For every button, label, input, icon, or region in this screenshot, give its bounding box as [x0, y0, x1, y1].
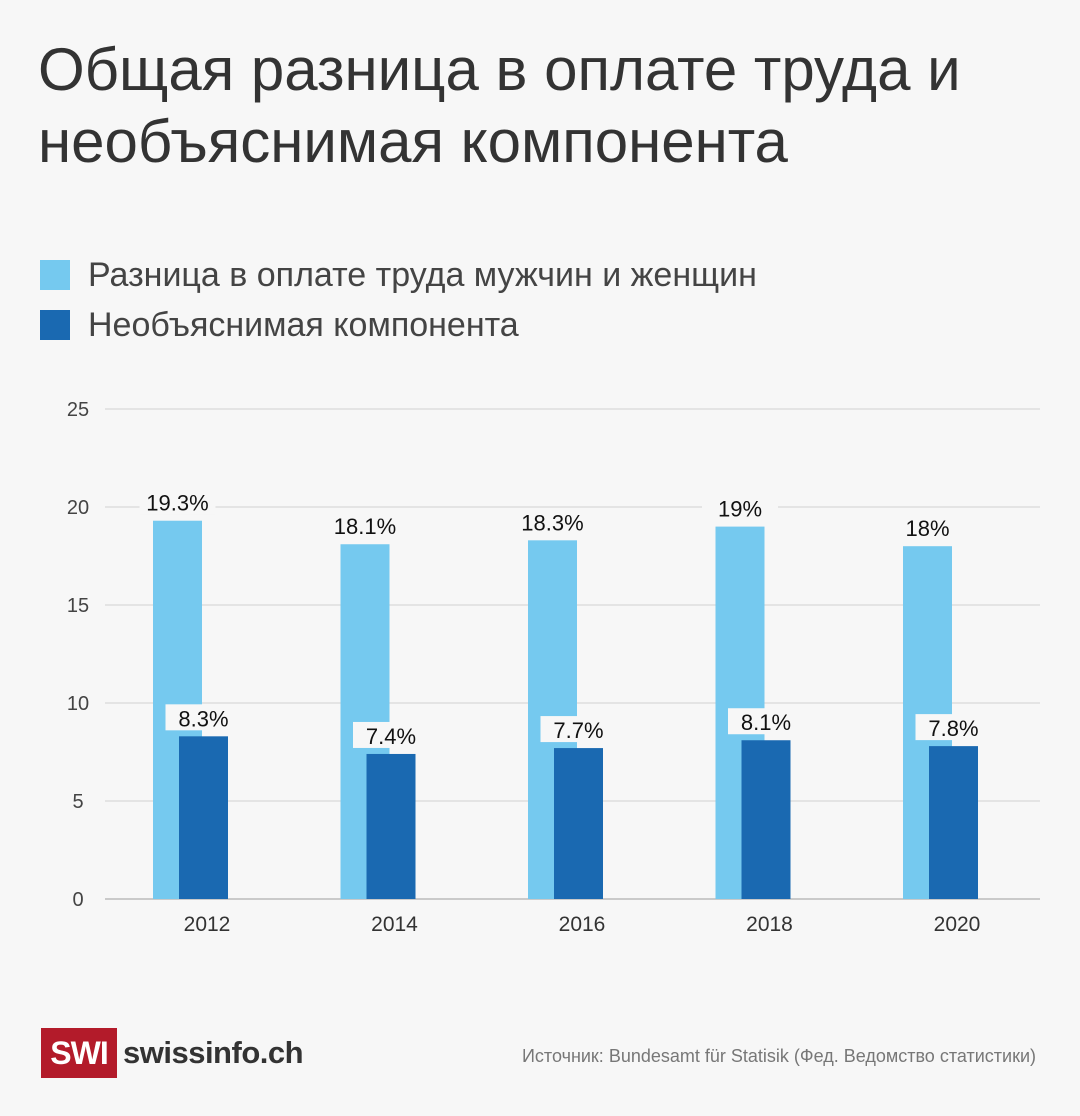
data-label: 19%: [718, 497, 762, 522]
legend-item-unexplained: Необъяснимая компонента: [40, 300, 757, 350]
legend-item-total-gap: Разница в оплате труда мужчин и женщин: [40, 250, 757, 300]
y-tick-label: 15: [67, 595, 89, 617]
legend-swatch-light: [40, 260, 70, 290]
y-tick-label: 0: [72, 889, 83, 911]
bar-chart: 0 5 10 15 20 25 19.3% 8.3% 2012 18.1% 7.4% 2014 18.3…: [67, 399, 1040, 936]
data-label: 19.3%: [146, 491, 208, 516]
data-label: 8.3%: [178, 706, 228, 731]
brand-name: swissinfo.ch: [123, 1035, 304, 1070]
bar-unexplained-2018: [741, 740, 791, 899]
data-label: 18.3%: [521, 510, 583, 535]
data-label: 7.8%: [928, 716, 978, 741]
data-label: 18%: [905, 516, 949, 541]
data-label: 7.7%: [553, 718, 603, 743]
bar-unexplained-2020: [929, 746, 978, 899]
x-tick-label: 2012: [184, 913, 231, 936]
data-label: 8.1%: [741, 710, 791, 735]
y-tick-label: 25: [67, 399, 89, 421]
legend-label: Необъяснимая компонента: [88, 305, 519, 344]
bar-unexplained-2012: [179, 736, 228, 899]
x-tick-label: 2018: [746, 913, 793, 936]
swi-logo-mark: SWI: [41, 1028, 117, 1078]
x-tick-label: 2014: [371, 913, 418, 936]
data-label-background: [353, 721, 429, 748]
bar-unexplained-2016: [554, 748, 603, 899]
legend: Разница в оплате труда мужчин и женщин Н…: [40, 250, 757, 350]
data-label-background: [514, 508, 591, 535]
legend-label: Разница в оплате труда мужчин и женщин: [88, 255, 757, 294]
data-label-background: [889, 514, 966, 541]
y-tick-label: 20: [67, 497, 89, 519]
data-label-background: [540, 716, 617, 743]
data-label-background: [702, 494, 778, 521]
x-tick-label: 2020: [934, 913, 981, 936]
y-tick-label: 10: [67, 693, 89, 715]
source-note: Источник: Bundesamt für Statisik (Фед. В…: [521, 1046, 1036, 1066]
chart-title: Общая разница в оплате труда и необъясни…: [38, 36, 961, 175]
legend-swatch-dark: [40, 310, 70, 340]
data-label-background: [165, 704, 242, 731]
data-label: 18.1%: [334, 514, 396, 539]
data-label-background: [728, 708, 804, 735]
x-tick-label: 2016: [559, 913, 606, 936]
y-tick-label: 5: [72, 791, 83, 813]
data-label-background: [915, 714, 992, 741]
swissinfo-logo[interactable]: SWI swissinfo.ch: [41, 1028, 304, 1078]
data-label: 7.4%: [366, 724, 416, 749]
data-label-background: [139, 488, 216, 515]
data-label-background: [327, 512, 403, 539]
bar-unexplained-2014: [366, 753, 416, 899]
